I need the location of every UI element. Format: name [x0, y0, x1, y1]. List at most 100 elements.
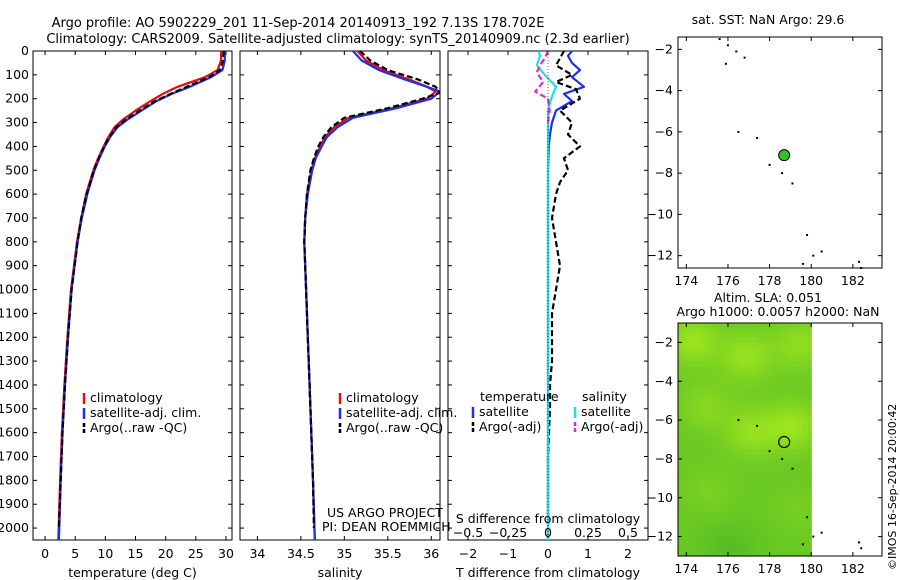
sla-cell: [730, 332, 736, 339]
sla-cell: [678, 356, 684, 363]
sla-cell: [745, 395, 752, 402]
sla-cell: [787, 502, 794, 509]
sla-cell: [740, 395, 747, 402]
sla-cell: [698, 361, 705, 368]
sla-cell: [750, 347, 757, 353]
sla-cell: [735, 410, 742, 416]
sla-cell: [688, 468, 695, 475]
sla-cell: [714, 424, 721, 431]
sla-cell: [797, 356, 804, 363]
sla-cell: [714, 415, 721, 421]
sla-cell: [730, 546, 736, 552]
sla-cell: [750, 512, 757, 518]
sla-cell: [688, 444, 695, 450]
sla-cell: [797, 449, 804, 455]
sla-cell: [693, 531, 700, 538]
sla-cell: [756, 323, 762, 329]
sla-cell: [688, 551, 695, 557]
sla-cell: [750, 478, 757, 484]
sla-cell: [787, 332, 794, 339]
sla-cell: [709, 522, 716, 528]
sla-cell: [704, 483, 710, 489]
depth-tick-label: 1200: [0, 329, 29, 344]
sla-cell: [792, 332, 799, 339]
sla-cell: [782, 454, 788, 460]
sla-cell: [714, 376, 721, 382]
sla-cell: [792, 454, 799, 460]
sla-cell: [808, 512, 812, 518]
difference-s-tick-label: 0.5: [618, 525, 638, 540]
sla-cell: [797, 483, 804, 489]
sla-cell: [787, 342, 794, 348]
sla-cell: [693, 337, 700, 344]
sla-cell: [792, 347, 799, 353]
sla-cell: [756, 352, 762, 358]
sla-cell: [745, 434, 752, 441]
sla-cell: [698, 478, 705, 484]
sla-cell: [683, 420, 689, 426]
sla-cell: [787, 390, 794, 397]
sla-cell: [745, 512, 752, 518]
sla-cell: [787, 507, 794, 513]
sla-cell: [698, 541, 705, 547]
sla-cell: [678, 458, 684, 465]
sla-cell: [698, 424, 705, 431]
sla-cell: [730, 415, 736, 421]
sla-cell: [761, 390, 768, 397]
sla-cell: [808, 473, 812, 479]
sla-cell: [802, 492, 809, 499]
sla-cell: [782, 507, 788, 513]
sla-cell: [735, 541, 742, 547]
difference-panel: −2 −1 0 1 2 T difference from climatology −0.5…: [447, 50, 649, 580]
sla-cell: [709, 400, 716, 407]
sla-cell: [678, 323, 684, 329]
sla-cell: [771, 531, 778, 538]
sla-cell: [776, 488, 783, 494]
sla-cell: [714, 444, 721, 450]
sla-cell: [802, 439, 809, 445]
sla-cell: [724, 531, 731, 538]
sla-cell: [808, 468, 812, 475]
sla-cell: [724, 458, 731, 465]
salinity-xtick-label: 34: [249, 546, 265, 561]
sla-cell: [683, 546, 689, 552]
sla-cell: [724, 497, 731, 504]
sla-cell: [782, 492, 788, 499]
sla-cell: [735, 405, 742, 411]
sla-cell: [797, 478, 804, 484]
sla-cell: [745, 497, 752, 504]
sla-cell: [797, 444, 804, 450]
sla-cell: [678, 376, 684, 382]
sla-cell: [776, 439, 783, 445]
sla-cell: [792, 366, 799, 373]
sla-cell: [693, 526, 700, 533]
sla-cell: [740, 323, 747, 329]
sla-cell: [776, 356, 783, 363]
sla-cell: [698, 502, 705, 509]
sla-cell: [709, 410, 716, 416]
sla-cell: [797, 415, 804, 421]
sla-cell: [782, 386, 788, 392]
sla-cell: [797, 361, 804, 368]
sla-cell: [766, 483, 773, 489]
sla-cell: [724, 512, 731, 518]
sla-cell: [724, 376, 731, 382]
sla-cell: [787, 463, 794, 470]
sla-cell: [787, 400, 794, 407]
sla-cell: [709, 352, 716, 358]
sla-cell: [797, 512, 804, 518]
sla-cell: [792, 502, 799, 509]
sla-cell: [698, 420, 705, 426]
sla-cell: [714, 381, 721, 387]
sla-cell: [688, 517, 695, 523]
sla-cell: [719, 332, 726, 339]
sla-cell: [698, 488, 705, 494]
sla-cell: [745, 347, 752, 353]
sla-cell: [797, 497, 804, 504]
sla-cell: [693, 551, 700, 557]
sla-cell: [792, 323, 799, 329]
figure-title-line1: Argo profile: AO 5902229_201 11-Sep-2014…: [52, 16, 545, 31]
sla-cell: [797, 332, 804, 339]
depth-tick-label: 300: [5, 115, 29, 130]
sla-cell: [787, 483, 794, 489]
